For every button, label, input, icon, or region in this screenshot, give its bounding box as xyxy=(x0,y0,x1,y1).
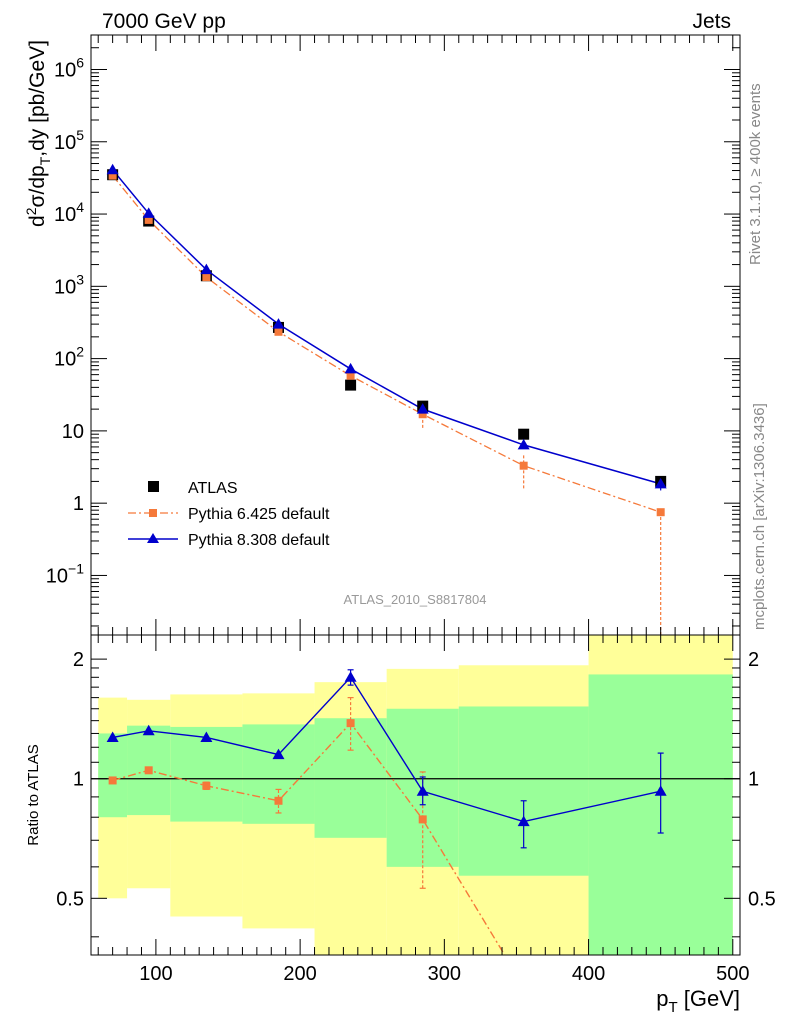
ratio-y-tick-label: 0.5 xyxy=(56,888,84,910)
x-axis: 100 200 300 400 500 xyxy=(97,35,749,985)
pythia8-point xyxy=(272,318,285,329)
ratio-y-tick-label-right: 0.5 xyxy=(748,888,776,910)
x-tick-label: 200 xyxy=(283,963,316,985)
pythia8-ratio-point xyxy=(200,731,213,742)
legend-pythia6-label: Pythia 6.425 default xyxy=(188,506,330,523)
ratio-series xyxy=(91,669,740,990)
legend-atlas-label: ATLAS xyxy=(188,480,238,497)
ratio-band-green xyxy=(458,706,589,876)
pythia8-ratio-line xyxy=(112,676,661,823)
ratio-uncertainty-bands xyxy=(98,635,733,955)
pythia8-ratio-point xyxy=(106,731,119,742)
ratio-y-tick-label: 2 xyxy=(73,649,84,671)
pythia6-point xyxy=(274,327,283,336)
pythia8-point xyxy=(106,163,119,175)
atlas-point xyxy=(345,379,357,391)
pythia6-line xyxy=(112,175,661,513)
main-y-tick-label: 10−1 xyxy=(46,560,84,587)
legend-pythia8-label: Pythia 8.308 default xyxy=(188,532,330,549)
rivet-label: Rivet 3.1.10, ≥ 400k events xyxy=(747,83,764,265)
pythia6-point xyxy=(108,171,117,180)
pythia8-line xyxy=(112,169,661,485)
x-tick-label: 400 xyxy=(572,963,605,985)
pythia8-ratio-point xyxy=(416,785,429,796)
pythia6-ratio-point xyxy=(418,815,427,824)
energy-label: 7000 GeV pp xyxy=(102,10,226,33)
analysis-label: ATLAS_2010_S8817804 xyxy=(344,592,487,607)
process-label: Jets xyxy=(692,10,731,33)
main-y-tick-label: 10 xyxy=(62,421,84,443)
ratio-band-green xyxy=(314,718,387,838)
pythia8-point xyxy=(344,362,357,374)
ratio-y-axis-label: Ratio to ATLAS xyxy=(25,744,42,845)
pythia6-point xyxy=(418,410,427,419)
pythia6-point xyxy=(346,371,355,380)
pythia6-ratio-point xyxy=(346,719,355,728)
main-y-tick-label: 1 xyxy=(73,493,84,515)
main-y-tick-label: 103 xyxy=(54,271,84,298)
x-tick-label: 500 xyxy=(716,963,749,985)
pythia8-point xyxy=(517,438,530,450)
main-y-tick-label: 106 xyxy=(54,54,84,81)
pythia6-point xyxy=(202,273,211,282)
pythia6-ratio-point xyxy=(274,796,283,805)
main-y-axis-label: d2σ/dpT,dy [pb/GeV] xyxy=(23,40,53,227)
ratio-y-axis: 0.5 0.5 1 1 2 2 xyxy=(56,649,776,938)
pythia6-ratio-point xyxy=(144,766,153,775)
legend-pythia8-marker xyxy=(147,533,159,543)
legend-atlas-marker xyxy=(148,481,159,492)
ratio-y-tick-label: 1 xyxy=(73,769,84,791)
ratio-band-green xyxy=(98,733,128,818)
pythia8-ratio-point xyxy=(142,724,155,736)
pythia6-ratio-point xyxy=(202,781,211,790)
main-y-tick-label: 102 xyxy=(54,344,84,371)
pythia8-point xyxy=(416,403,429,414)
pythia6-ratio-point xyxy=(108,776,117,785)
pythia8-ratio-point xyxy=(654,785,667,796)
x-tick-label: 300 xyxy=(428,963,461,985)
pythia8-point xyxy=(654,477,667,489)
pythia8-ratio-point xyxy=(344,671,357,682)
pythia6-point xyxy=(144,215,153,224)
x-tick-label: 100 xyxy=(139,963,172,985)
ratio-band-green xyxy=(242,724,315,824)
main-y-tick-label: 105 xyxy=(54,127,84,154)
pythia8-point xyxy=(200,263,213,275)
atlas-point xyxy=(518,428,530,440)
mcplots-label: mcplots.cern.ch [arXiv:1306.3436] xyxy=(751,403,768,630)
ratio-y-tick-label-right: 1 xyxy=(748,769,759,791)
pythia6-ratio-point xyxy=(520,982,528,990)
legend-pythia6-marker xyxy=(149,509,157,517)
pythia6-point xyxy=(519,461,528,470)
ratio-y-tick-label-right: 2 xyxy=(748,649,759,671)
main-y-tick-label: 104 xyxy=(54,199,84,226)
x-axis-label: pT [GeV] xyxy=(656,986,740,1016)
legend: ATLAS Pythia 6.425 default Pythia 8.308 … xyxy=(128,480,330,549)
main-series xyxy=(106,163,667,635)
pythia8-ratio-point xyxy=(517,815,530,827)
pythia8-point xyxy=(142,207,155,218)
pythia6-point xyxy=(656,508,665,517)
pythia8-ratio-point xyxy=(272,748,285,760)
